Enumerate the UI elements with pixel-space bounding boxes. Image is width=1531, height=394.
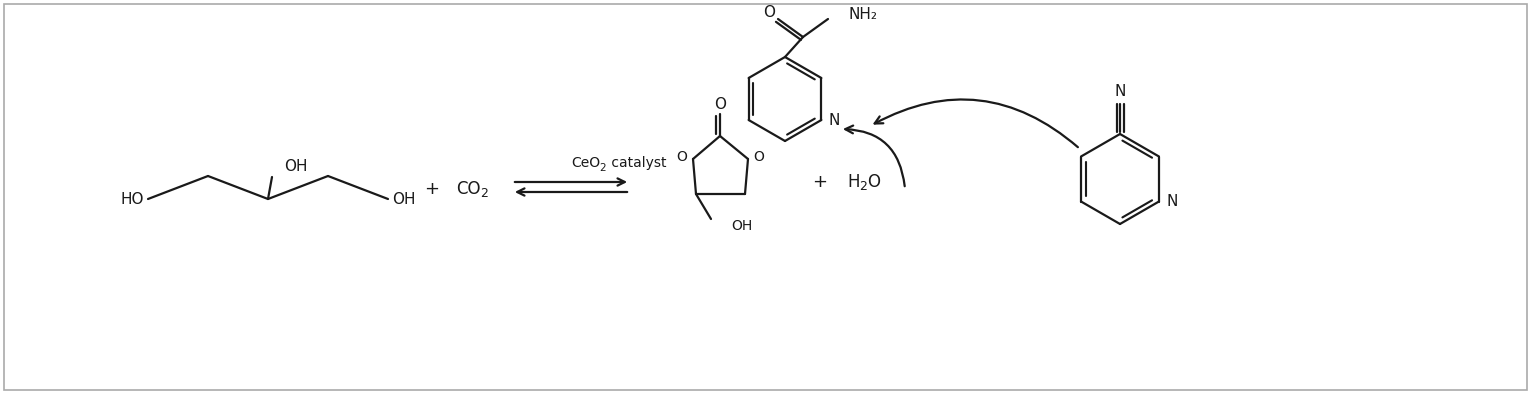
Text: O: O [677,150,687,164]
Text: O: O [867,173,880,191]
Text: OH: OH [392,191,415,206]
Text: OH: OH [283,158,308,173]
Text: N: N [1115,84,1125,98]
Text: O: O [762,4,775,19]
Text: O: O [753,150,764,164]
Text: O: O [713,97,726,112]
Text: 2: 2 [599,163,606,173]
Text: H: H [847,173,859,191]
Text: HO: HO [121,191,144,206]
Text: OH: OH [730,219,752,233]
Text: CO: CO [456,180,481,198]
Text: +: + [424,180,439,198]
Text: 2: 2 [481,186,488,199]
Text: N: N [828,113,841,128]
Text: N: N [1167,194,1177,209]
Text: +: + [813,173,827,191]
Text: NH₂: NH₂ [848,6,877,22]
Text: CeO: CeO [571,156,600,170]
Text: 2: 2 [859,180,867,193]
Text: catalyst: catalyst [606,156,666,170]
